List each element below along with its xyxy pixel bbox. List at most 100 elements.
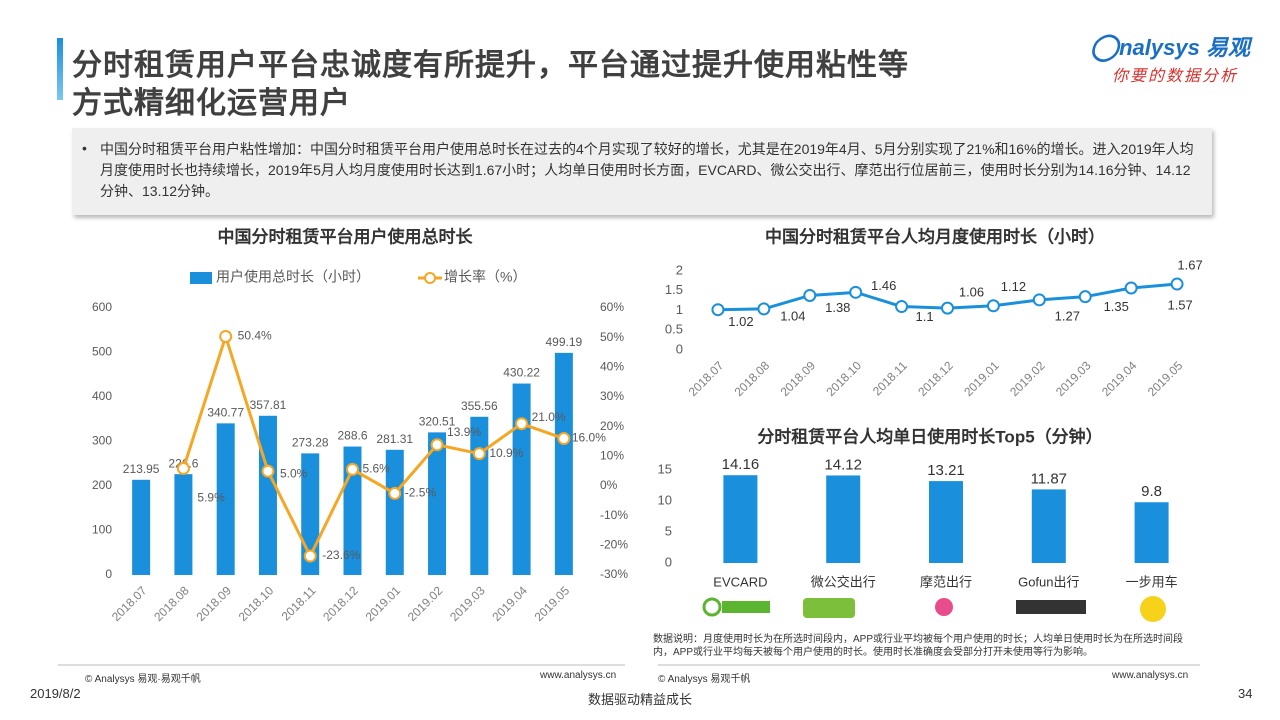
chart-title: 中国分时租赁平台人均月度使用时长（小时） — [765, 226, 1105, 246]
x-tick-label: 2019.02 — [405, 583, 446, 624]
bar — [723, 475, 758, 563]
marker — [849, 285, 863, 299]
date: 2019/8/2 — [30, 686, 81, 701]
y2-tick-label: -10% — [600, 508, 628, 522]
y-tick-label: 1 — [676, 302, 683, 317]
bar — [826, 475, 861, 563]
x-tick-label: 2018.09 — [193, 583, 234, 624]
bar — [512, 383, 531, 575]
slogan: 你要的数据分析 — [1112, 68, 1239, 85]
bar — [929, 481, 963, 563]
data-note: 数据说明：月度使用时长为在所选时间段内，APP或行业平均被每个用户使用的时长；人… — [653, 634, 1184, 658]
x-tick-label: 2019.03 — [447, 583, 488, 624]
bar — [554, 352, 573, 575]
x-tick-label: 一步用车 — [1126, 574, 1178, 589]
marker — [1078, 290, 1092, 304]
logo-yibu — [1140, 596, 1166, 622]
value-label: 16.0% — [572, 431, 606, 445]
bar — [470, 416, 489, 575]
marker — [557, 432, 571, 446]
value-label: 1.38 — [825, 300, 850, 315]
value-label: 5.6% — [363, 462, 391, 476]
y-tick-label: 0 — [665, 554, 672, 569]
value-label: 14.12 — [824, 456, 862, 473]
slide-title: 方式精细化运营用户 — [72, 87, 351, 120]
line — [181, 331, 565, 560]
marker — [1032, 293, 1046, 307]
value-label: 5.9% — [197, 491, 225, 505]
x-tick-label: Gofun出行 — [1018, 574, 1079, 589]
logo-bus — [803, 598, 855, 618]
marker — [219, 329, 233, 343]
x-tick-label: 2018.11 — [870, 358, 910, 398]
slide-title: 分时租赁用户平台忠诚度有所提升，平台通过提升使用粘性等 — [72, 49, 909, 82]
value-label: 11.87 — [1031, 470, 1067, 487]
value-label: 288.6 — [337, 429, 367, 443]
marker — [986, 299, 1000, 313]
value-label: 1.04 — [780, 308, 805, 323]
marker — [472, 447, 486, 461]
value-label: 13.9% — [447, 425, 481, 439]
value-label: 13.21 — [927, 462, 965, 479]
y2-tick-label: 30% — [600, 389, 624, 403]
value-label: 1.1 — [916, 309, 934, 324]
copyright: © Analysys 易观·易观千帆 — [85, 674, 201, 685]
motto: 数据驱动精益成长 — [587, 692, 692, 707]
marker — [515, 417, 529, 431]
page-number: 34 — [1238, 686, 1253, 701]
y-tick-label: 300 — [92, 434, 112, 448]
x-tick-label: 2019.01 — [363, 583, 404, 624]
y-tick-label: 500 — [92, 345, 112, 359]
value-label: 1.02 — [728, 314, 753, 329]
x-tick-label: 2019.04 — [489, 583, 530, 624]
marker — [757, 302, 771, 316]
y-tick-label: 100 — [92, 523, 112, 537]
marker — [303, 549, 317, 563]
brand: ◯nalysys 易观 — [1090, 30, 1250, 62]
value-label: 21.0% — [532, 410, 566, 424]
y2-tick-label: 0% — [600, 478, 618, 492]
summary-text: 中国分时租赁平台用户粘性增加：中国分时租赁平台用户使用总时长在过去的4个月实现了… — [100, 141, 1194, 199]
chart-title: 分时租赁平台人均单日使用时长Top5（分钟） — [757, 426, 1102, 446]
y2-tick-label: 20% — [600, 419, 624, 433]
y2-tick-label: 40% — [600, 360, 624, 374]
value-label: 1.46 — [871, 278, 896, 293]
url: www.analysys.cn — [1112, 670, 1189, 681]
value-label: 430.22 — [503, 366, 540, 380]
logo-gofun — [1016, 600, 1086, 614]
y-tick-label: 600 — [92, 300, 112, 314]
x-tick-label: 2019.03 — [1053, 358, 1094, 399]
x-tick-label: 2018.12 — [915, 358, 956, 399]
marker — [388, 486, 402, 500]
bar — [1134, 502, 1169, 563]
logos — [702, 596, 1166, 622]
y-tick-label: 10 — [658, 492, 672, 507]
value-label: 10.9% — [489, 446, 523, 460]
x-tick-label: 2018.11 — [279, 583, 319, 623]
value-label: 1.35 — [1104, 299, 1129, 314]
x-tick-label: 2018.07 — [686, 358, 727, 399]
x-tick-label: 2019.05 — [532, 583, 573, 624]
y2-tick-label: -20% — [600, 538, 628, 552]
x-tick-label: 2018.10 — [236, 583, 277, 624]
bar — [174, 474, 193, 575]
x-tick-label: 2019.01 — [961, 358, 1002, 399]
value-label: 499.19 — [546, 335, 583, 349]
x-tick-label: 2018.08 — [151, 583, 192, 624]
value-label: 355.56 — [461, 399, 498, 413]
url: www.analysys.cn — [540, 670, 617, 681]
legend-swatch — [424, 272, 436, 284]
logo-evcard — [722, 601, 770, 613]
value-label: 14.16 — [722, 456, 760, 473]
value-label: 340.77 — [207, 406, 244, 420]
logo-morefun — [935, 598, 953, 616]
marker — [261, 464, 275, 478]
y2-tick-label: 60% — [600, 300, 624, 314]
marker — [711, 303, 725, 317]
bar — [385, 449, 404, 575]
value-label: 357.81 — [250, 398, 287, 412]
y2-tick-label: 10% — [600, 449, 624, 463]
bar — [428, 432, 447, 575]
x-tick-label: 2019.04 — [1099, 358, 1140, 399]
brand-text: nalysys 易观 — [1119, 35, 1250, 60]
